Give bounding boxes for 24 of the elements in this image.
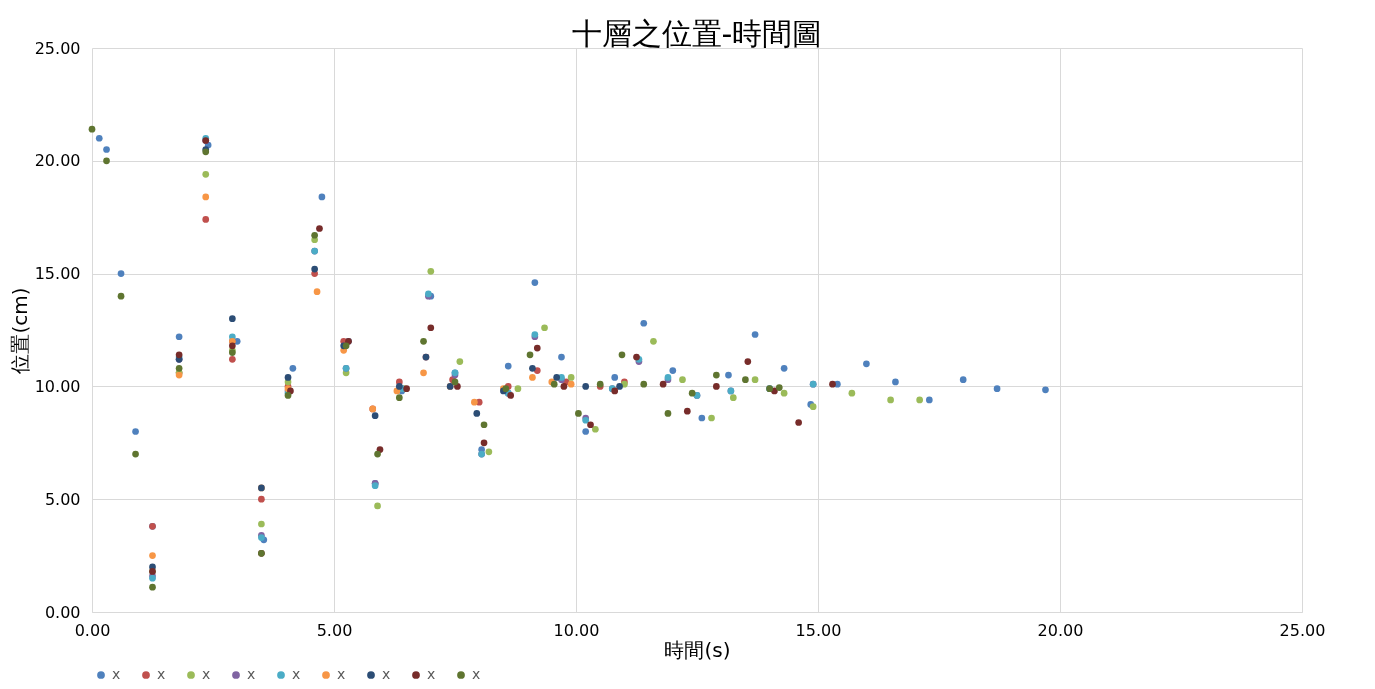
x-tick-label: 20.00 xyxy=(1037,620,1084,640)
y-tick-label: 0.00 xyxy=(44,602,81,622)
y-axis-title: 位置(cm) xyxy=(7,287,32,374)
x-tick-label: 5.00 xyxy=(316,620,353,640)
legend-label: x xyxy=(157,666,166,682)
x-tick-label: 10.00 xyxy=(553,620,600,640)
x-axis-title: 時間(s) xyxy=(664,637,731,662)
legend-label: x xyxy=(337,666,346,682)
x-tick-label: 15.00 xyxy=(795,620,842,640)
y-tick-label: 15.00 xyxy=(34,264,81,284)
legend-label: x xyxy=(112,666,121,682)
legend-label: x xyxy=(382,666,391,682)
x-tick-label: 25.00 xyxy=(1279,620,1326,640)
legend-label: x xyxy=(472,666,481,682)
x-tick-label: 0.00 xyxy=(74,620,111,640)
y-tick-label: 10.00 xyxy=(34,376,81,396)
legend-label: x xyxy=(247,666,256,682)
y-tick-label: 5.00 xyxy=(44,489,81,509)
y-tick-label: 25.00 xyxy=(34,38,81,58)
y-tick-label: 20.00 xyxy=(34,151,81,171)
legend-label: x xyxy=(292,666,301,682)
legend-label: x xyxy=(202,666,211,682)
legend-label: x xyxy=(427,666,436,682)
chart-title: 十層之位置-時間圖 xyxy=(571,16,823,51)
